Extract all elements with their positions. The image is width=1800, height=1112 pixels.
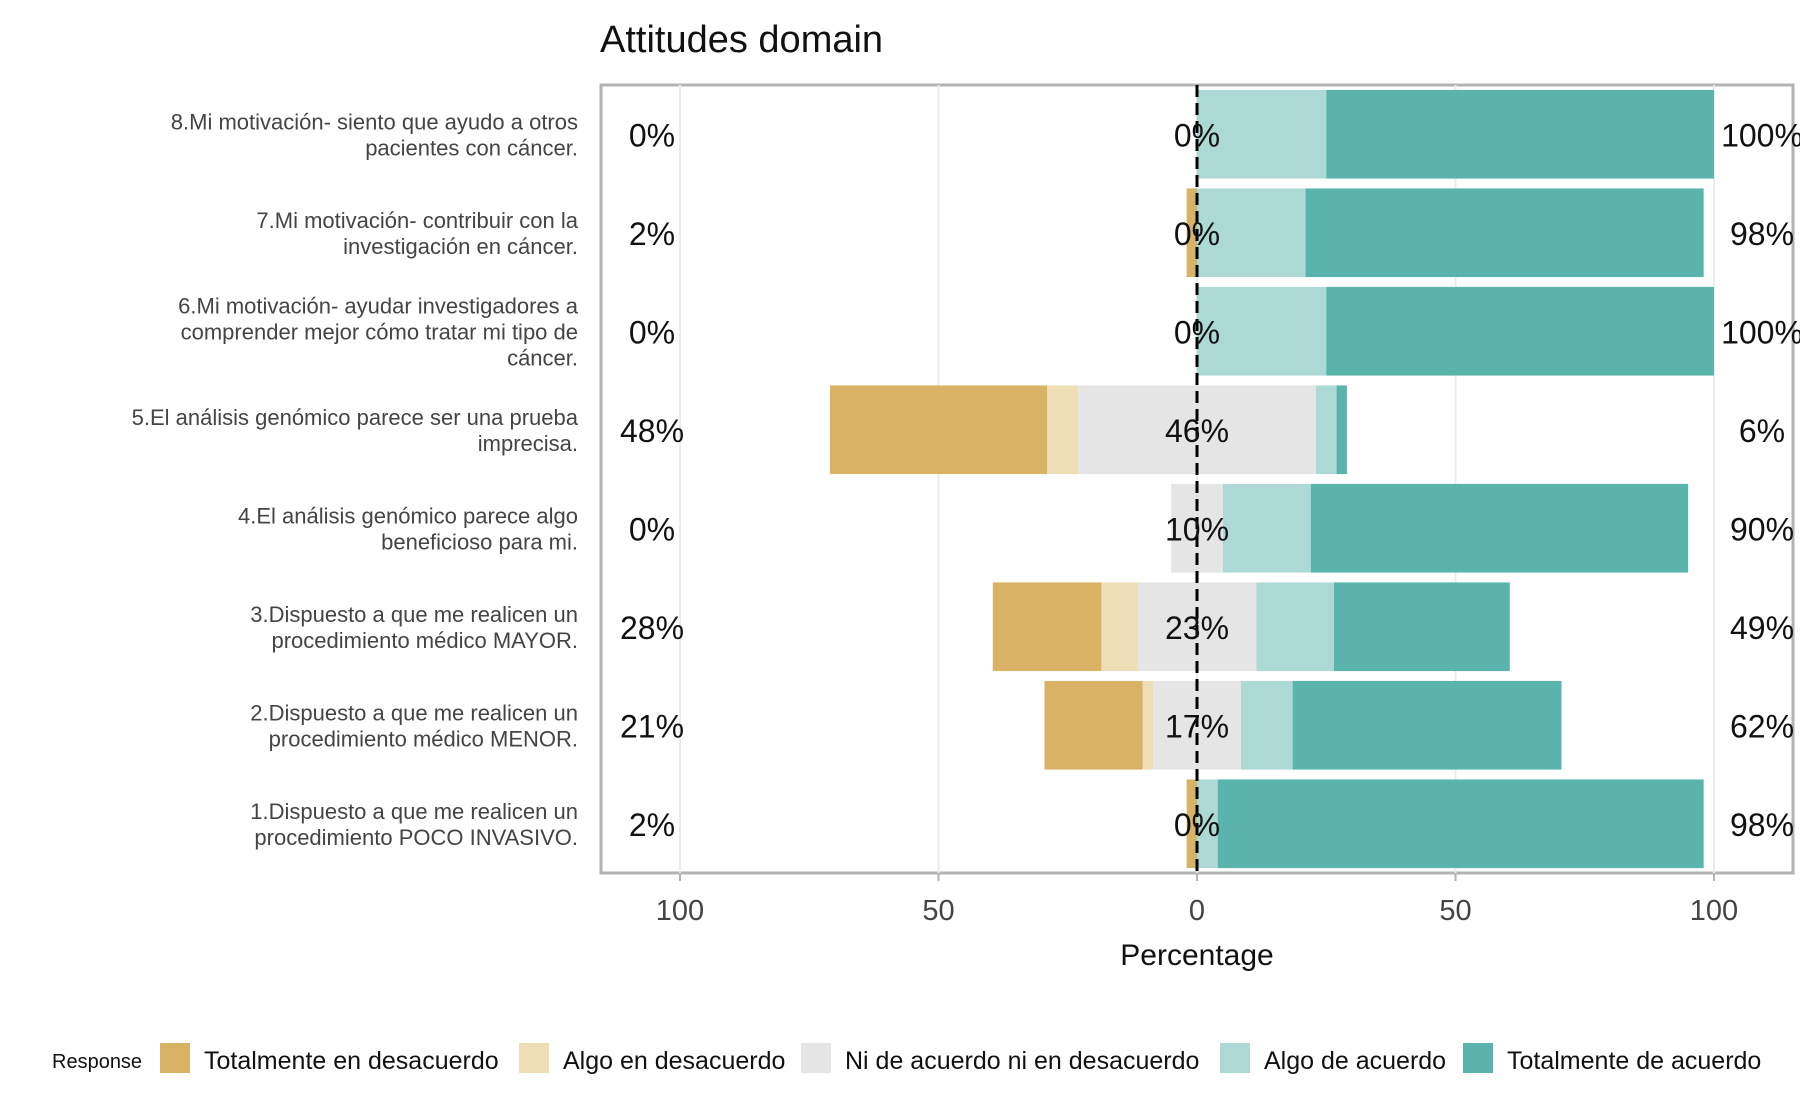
high-percent-label: 98%: [1730, 807, 1794, 843]
neutral-percent-label: 0%: [1174, 807, 1220, 843]
bar-segment: [1305, 188, 1704, 278]
legend-label: Totalmente en desacuerdo: [204, 1047, 499, 1075]
high-percent-label: 100%: [1721, 314, 1800, 350]
item-label-line: 5.El análisis genómico parece ser una pr…: [132, 405, 579, 430]
legend-swatch: [519, 1043, 549, 1073]
bar-segment: [1334, 582, 1510, 672]
item-label-line: 7.Mi motivación- contribuir con la: [256, 208, 578, 233]
bar-segment: [1186, 188, 1197, 278]
x-axis-title: Percentage: [1120, 939, 1273, 972]
item-label-line: 1.Dispuesto a que me realicen un: [250, 799, 578, 824]
neutral-percent-label: 10%: [1165, 511, 1229, 547]
neutral-percent-label: 0%: [1174, 216, 1220, 252]
neutral-percent-label: 46%: [1165, 413, 1229, 449]
high-percent-label: 62%: [1730, 708, 1794, 744]
low-percent-label: 0%: [629, 314, 675, 350]
x-tick-label: 50: [1439, 895, 1471, 927]
legend-label: Algo de acuerdo: [1264, 1047, 1446, 1075]
bar-segment: [1310, 483, 1689, 573]
x-tick-label: 50: [922, 895, 954, 927]
neutral-percent-label: 0%: [1174, 117, 1220, 153]
bar-segment: [1326, 286, 1714, 376]
low-percent-label: 28%: [620, 610, 684, 646]
x-axis-ticks: 100 50 0 50 100: [656, 873, 1738, 927]
bar-segment: [1222, 483, 1311, 573]
low-percent-label: 0%: [629, 511, 675, 547]
legend: Response Totalmente en desacuerdo Algo en …: [52, 1043, 1761, 1075]
bar-segment: [829, 385, 1048, 475]
high-percent-label: 90%: [1730, 511, 1794, 547]
low-percent-label: 48%: [620, 413, 684, 449]
bar-segment: [1197, 779, 1218, 869]
legend-swatch: [1220, 1043, 1250, 1073]
item-label-line: 6.Mi motivación- ayudar investigadores a: [178, 293, 579, 318]
bar-segment: [1315, 385, 1337, 475]
item-label-line: procedimiento POCO INVASIVO.: [254, 825, 578, 850]
bar-group: [829, 89, 1714, 869]
legend-label: Totalmente de acuerdo: [1507, 1047, 1761, 1075]
chart-title: Attitudes domain: [600, 19, 883, 61]
bar-segment: [1047, 385, 1079, 475]
legend-swatch: [1463, 1043, 1493, 1073]
x-tick-label: 100: [656, 895, 704, 927]
high-percent-label: 6%: [1739, 413, 1785, 449]
legend-swatch: [160, 1043, 190, 1073]
legend-swatch: [801, 1043, 831, 1073]
bar-segment: [1292, 680, 1562, 770]
item-labels: 8.Mi motivación- siento que ayudo a otro…: [132, 109, 579, 850]
neutral-percent-label: 23%: [1165, 610, 1229, 646]
bar-segment: [1197, 89, 1327, 179]
low-percent-label: 2%: [629, 216, 675, 252]
bar-segment: [1217, 779, 1704, 869]
legend-label: Ni de acuerdo ni en desacuerdo: [845, 1047, 1199, 1075]
bar-segment: [1101, 582, 1138, 672]
item-label-line: cáncer.: [507, 345, 578, 370]
item-label-line: comprender mejor cómo tratar mi tipo de: [181, 319, 578, 344]
neutral-percent-label: 17%: [1165, 708, 1229, 744]
item-label-line: pacientes con cáncer.: [365, 135, 578, 160]
item-label-line: beneficioso para mi.: [381, 529, 578, 554]
neutral-percent-label: 0%: [1174, 314, 1220, 350]
bar-segment: [1240, 680, 1293, 770]
item-label-line: investigación en cáncer.: [343, 234, 578, 259]
item-label-line: imprecisa.: [478, 431, 578, 456]
legend-label: Algo en desacuerdo: [563, 1047, 785, 1075]
high-percent-label: 100%: [1721, 117, 1800, 153]
item-label-line: 2.Dispuesto a que me realicen un: [250, 700, 578, 725]
x-tick-label: 0: [1189, 895, 1205, 927]
item-label-line: procedimiento médico MAYOR.: [272, 628, 579, 653]
high-percent-label: 98%: [1730, 216, 1794, 252]
bar-segment: [1256, 582, 1335, 672]
item-label-line: 8.Mi motivación- siento que ayudo a otro…: [171, 109, 578, 134]
percent-labels: 0% 0% 100% 2% 0% 98% 0% 0% 100% 48% 46% 6% 0% 10% 90% 2…: [620, 117, 1800, 843]
bar-segment: [1326, 89, 1714, 179]
bar-segment: [1197, 188, 1306, 278]
bar-segment: [992, 582, 1102, 672]
low-percent-label: 2%: [629, 807, 675, 843]
low-percent-label: 21%: [620, 708, 684, 744]
high-percent-label: 49%: [1730, 610, 1794, 646]
item-label-line: procedimiento médico MENOR.: [269, 726, 578, 751]
bar-segment: [1142, 680, 1154, 770]
item-label-line: 3.Dispuesto a que me realicen un: [250, 602, 578, 627]
x-tick-label: 100: [1690, 895, 1738, 927]
legend-title: Response: [52, 1051, 142, 1073]
item-label-line: 4.El análisis genómico parece algo: [238, 503, 578, 528]
bar-segment: [1044, 680, 1143, 770]
bar-segment: [1186, 779, 1197, 869]
bar-segment: [1336, 385, 1347, 475]
bar-segment: [1197, 286, 1327, 376]
low-percent-label: 0%: [629, 117, 675, 153]
